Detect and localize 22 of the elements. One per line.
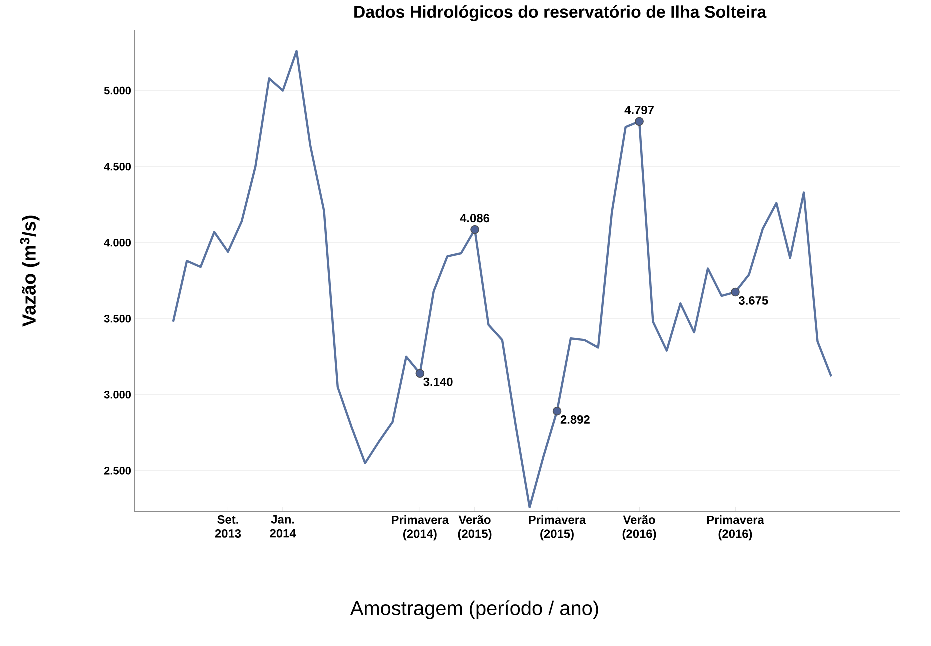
data-label: 3.675 <box>738 296 768 305</box>
x-tick-label: Verão (2016) <box>622 516 656 541</box>
data-label: 3.140 <box>424 378 453 386</box>
data-label: 2.892 <box>560 416 590 424</box>
x-tick-label: Verão (2015) <box>458 516 492 541</box>
y-tick-label: 5.000 <box>104 86 132 95</box>
line-series <box>172 50 833 509</box>
x-tick-label: Primavera (2014) <box>392 516 450 541</box>
x-tick-label: Set. 2013 <box>215 516 242 538</box>
x-tick-label: Primavera (2016) <box>707 516 764 541</box>
data-label: 4.797 <box>624 106 654 114</box>
x-tick-label: Jan. 2014 <box>270 516 296 538</box>
y-tick-label: 3.000 <box>104 391 132 399</box>
chart-title: Dados Hidrológicos do reservatório de Ilha Solteira <box>354 6 767 22</box>
y-axis-title: Vazão (m$^{3}$/s) <box>20 216 40 327</box>
data-label: 4.086 <box>460 214 490 223</box>
x-tick-label: Primavera (2015) <box>529 516 586 541</box>
y-tick-label: 4.000 <box>104 238 132 247</box>
y-tick-label: 3.500 <box>104 315 132 323</box>
x-axis-title: Amostragem (período / ano) <box>350 600 598 620</box>
y-tick-label: 4.500 <box>104 162 132 171</box>
y-tick-label: 2.500 <box>104 467 132 475</box>
